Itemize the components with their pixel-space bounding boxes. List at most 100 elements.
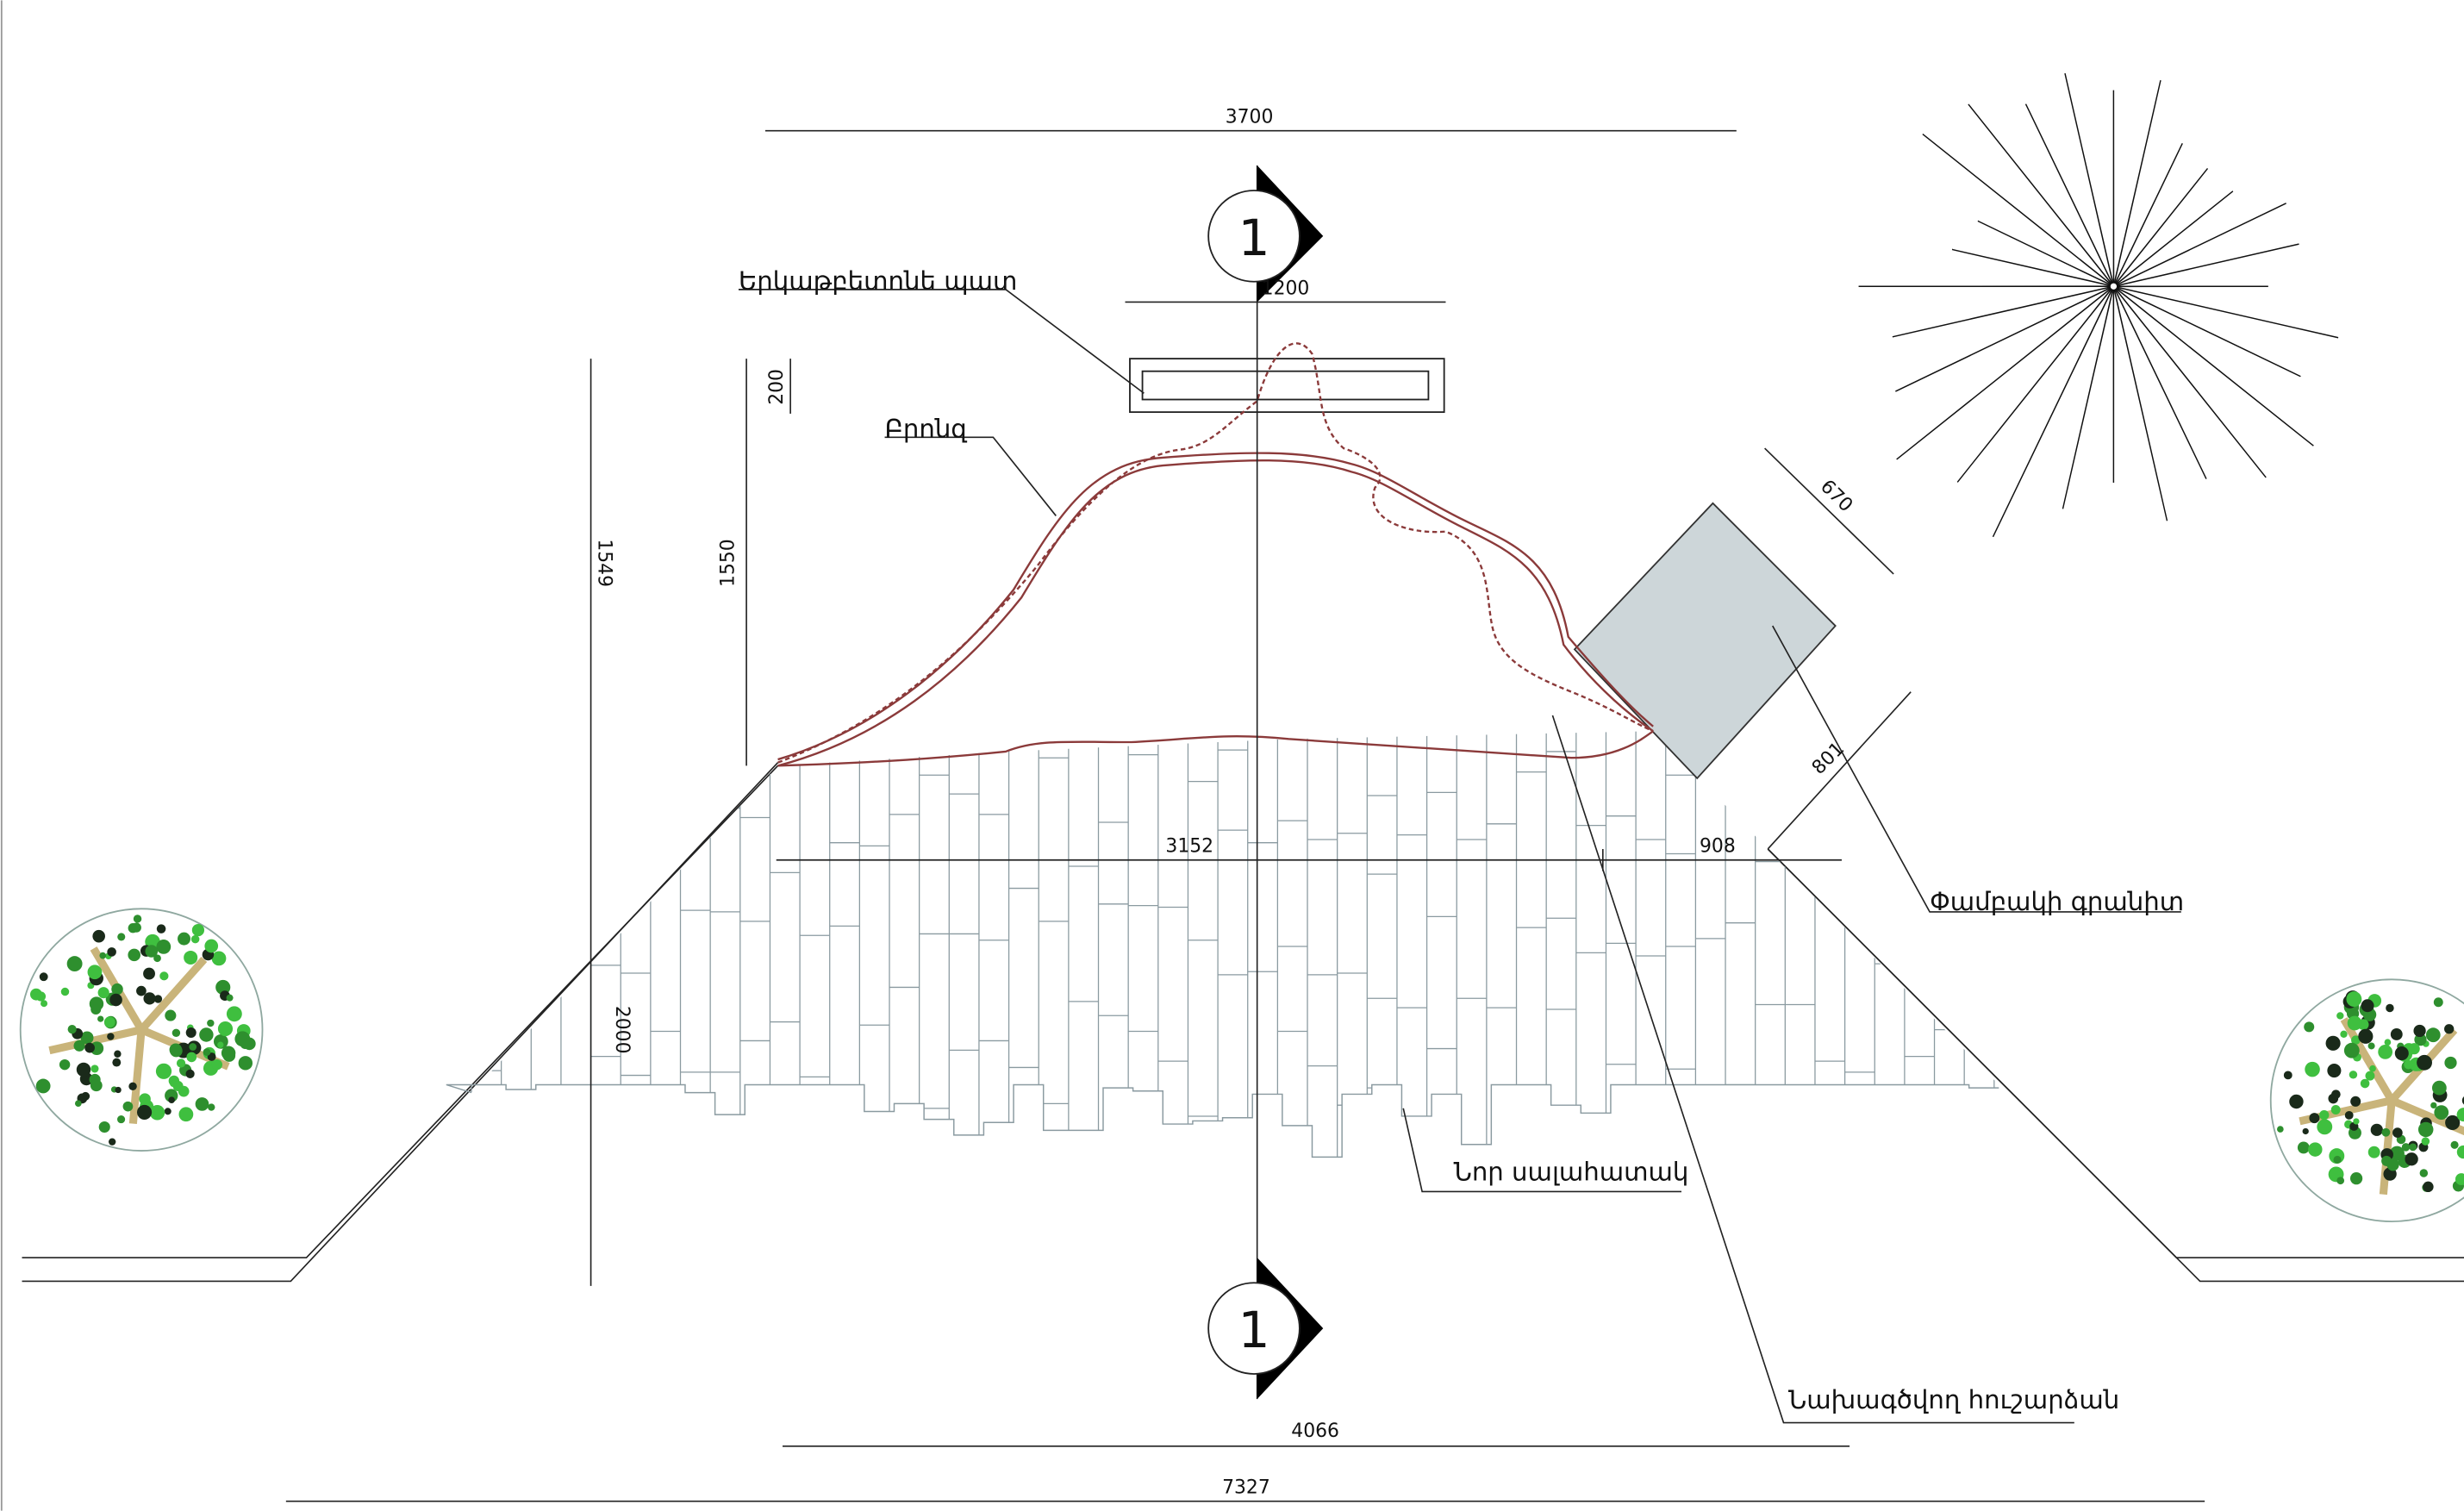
leaf [185, 1027, 196, 1038]
dimension: 200 [766, 369, 788, 405]
leaf [199, 1027, 214, 1042]
leaf [2350, 1096, 2361, 1107]
granite-label: Փամբակի գրանիտ [1930, 887, 2184, 916]
leaf [2444, 1056, 2457, 1070]
site-outline [22, 762, 2464, 1283]
spike [1951, 248, 2112, 287]
leaf [2369, 1065, 2376, 1072]
leaf [2445, 1115, 2461, 1131]
leaf [2336, 1012, 2344, 1020]
leaf [2434, 1105, 2449, 1120]
wall [1129, 358, 1445, 414]
leaf [35, 1078, 51, 1094]
leaf [2405, 1152, 2418, 1166]
spike [2116, 203, 2286, 286]
dimension: 1200 [1262, 278, 1310, 299]
leaf [35, 991, 47, 1002]
sculpture-plan [1858, 72, 2339, 538]
branch [2390, 1096, 2464, 1136]
leaf [2340, 1030, 2348, 1038]
dimension: 908 [1700, 836, 1736, 858]
leaf [217, 1041, 224, 1048]
leaf [190, 934, 200, 944]
leaf [67, 1025, 77, 1034]
leaf [2461, 1096, 2464, 1105]
trees [19, 908, 2464, 1222]
leaf [153, 954, 161, 963]
leaf [41, 1000, 48, 1008]
leaf [2455, 1173, 2464, 1185]
leaf [103, 1016, 115, 1028]
spike [2113, 79, 2161, 284]
leaf [117, 1115, 126, 1124]
leaf [2456, 1145, 2464, 1159]
leaf [84, 1042, 95, 1053]
spike [2115, 287, 2314, 446]
leaf [2401, 1143, 2411, 1152]
leaf [2358, 1028, 2374, 1044]
leaf [2305, 1061, 2320, 1077]
leaf [221, 1046, 236, 1060]
labels: Երկաթբետոնե պատ Բրոնզ Փամբակի գրանիտ Նոր… [739, 266, 2184, 1414]
spike [1992, 289, 2113, 538]
leaf [133, 915, 142, 923]
dimension: 3700 [1226, 107, 1274, 128]
tree [2269, 978, 2464, 1222]
leaf [176, 1058, 186, 1068]
leaf [2384, 1039, 2392, 1046]
leaf [92, 929, 105, 943]
spike [2115, 288, 2267, 478]
spike [2064, 72, 2114, 284]
leaf [39, 972, 48, 982]
leaf [2333, 1155, 2342, 1164]
dimension: 1550 [718, 539, 739, 587]
dimension: 7327 [1222, 1477, 1270, 1499]
leaf [2289, 1094, 2304, 1109]
leaf [128, 948, 141, 962]
leaf [2408, 1043, 2420, 1055]
spike [2114, 143, 2183, 284]
leaf [66, 956, 83, 972]
leaf [178, 1107, 194, 1122]
leaf [204, 939, 219, 953]
leaf [2394, 1046, 2409, 1061]
leaf [149, 1105, 165, 1121]
leaf [165, 1009, 177, 1021]
paving [471, 731, 1999, 1158]
leaf [195, 1097, 209, 1111]
leaf [226, 994, 234, 1002]
leaf [131, 922, 141, 933]
leaf [74, 1100, 82, 1108]
leaf [186, 1052, 197, 1063]
leaf [2327, 1064, 2342, 1078]
leaf [107, 947, 116, 957]
leaf [185, 1069, 195, 1079]
leaf [2343, 1042, 2360, 1058]
leaf [98, 1121, 110, 1133]
leaf [178, 932, 190, 946]
leaf [2277, 1126, 2284, 1133]
leaf [117, 933, 126, 941]
leaf [2381, 1155, 2392, 1166]
leaf [2414, 1033, 2427, 1046]
leaf [89, 996, 104, 1011]
leaf [136, 985, 147, 996]
leaf [2304, 1021, 2315, 1033]
leaf [211, 951, 227, 966]
leaf [2367, 1146, 2380, 1158]
bronze [777, 342, 1654, 767]
leaf [2390, 1028, 2403, 1040]
leaf [156, 940, 172, 954]
leaf [2421, 1137, 2430, 1146]
paving-label: Նոր սալահատակ [1454, 1158, 1689, 1187]
leaf [2378, 1044, 2393, 1059]
spike [2062, 289, 2114, 509]
leaf [153, 995, 163, 1003]
leaf [114, 1050, 122, 1058]
leaf [2331, 1090, 2341, 1099]
leaf [238, 1056, 253, 1071]
leaf [2283, 1071, 2292, 1080]
leaf [2325, 1035, 2341, 1051]
leaf [2456, 1108, 2464, 1122]
